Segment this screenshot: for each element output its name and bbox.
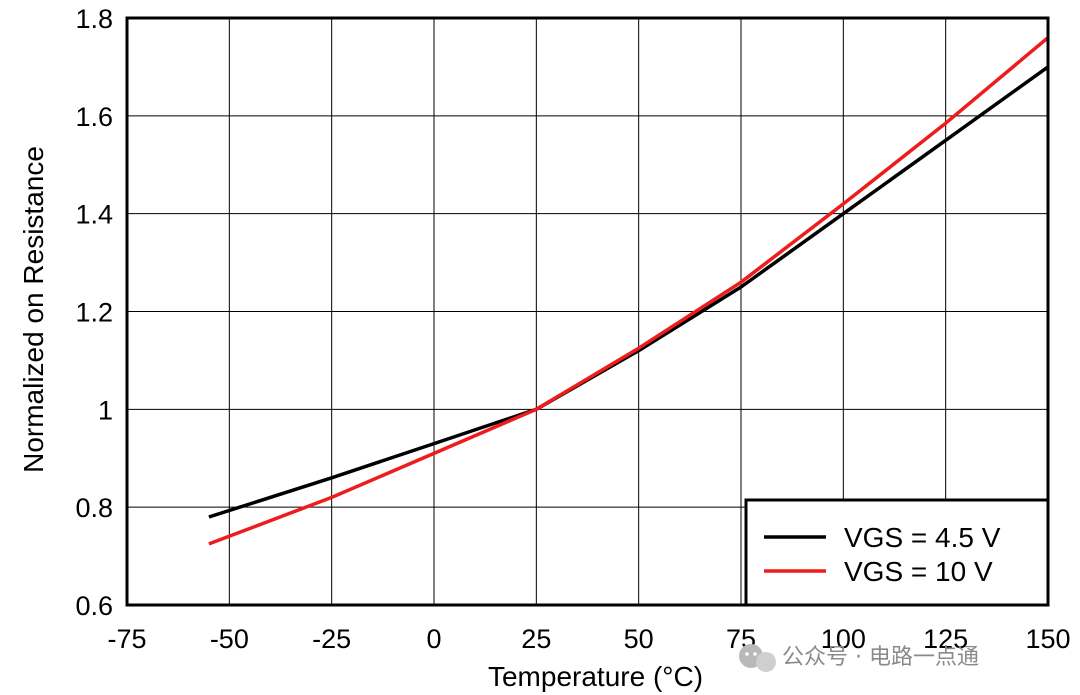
x-tick-label: 0 xyxy=(426,624,441,654)
series-line-2 xyxy=(208,36,1050,546)
x-tick-label: 100 xyxy=(821,624,866,654)
watermark-text: 公众号 · 电路一点通 xyxy=(782,645,979,670)
x-tick-label: -50 xyxy=(210,624,249,654)
x-axis-title: Temperature (°C) xyxy=(488,661,703,692)
legend-box xyxy=(744,498,1050,607)
series-group xyxy=(208,36,1050,546)
wechat-icon xyxy=(739,644,776,672)
x-tick-label: 150 xyxy=(1025,624,1070,654)
x-tick-label: -75 xyxy=(107,624,146,654)
y-tick-label: 0.8 xyxy=(75,493,113,523)
y-tick-label: 1 xyxy=(98,395,113,425)
watermark: 公众号 · 电路一点通 xyxy=(739,644,979,672)
y-tick-label: 1.8 xyxy=(75,4,113,34)
x-tick-label: 25 xyxy=(521,624,551,654)
x-tick-label: 125 xyxy=(923,624,968,654)
x-tick-label: 50 xyxy=(624,624,654,654)
y-axis-title: Normalized on Resistance xyxy=(18,146,49,473)
y-tick-label: 1.6 xyxy=(75,102,113,132)
series-line-1 xyxy=(208,65,1050,519)
legend-label: VGS = 10 V xyxy=(844,556,993,587)
x-tick-label: -25 xyxy=(312,624,351,654)
y-tick-label: 1.2 xyxy=(75,298,113,328)
y-tick-label: 1.4 xyxy=(75,200,113,230)
plot-frame xyxy=(125,16,1050,607)
y-tick-labels: 0.6 0.8 1 1.2 1.4 1.6 1.8 xyxy=(75,4,113,621)
legend-label: VGS = 4.5 V xyxy=(844,522,1001,553)
y-tick-label: 0.6 xyxy=(75,591,113,621)
